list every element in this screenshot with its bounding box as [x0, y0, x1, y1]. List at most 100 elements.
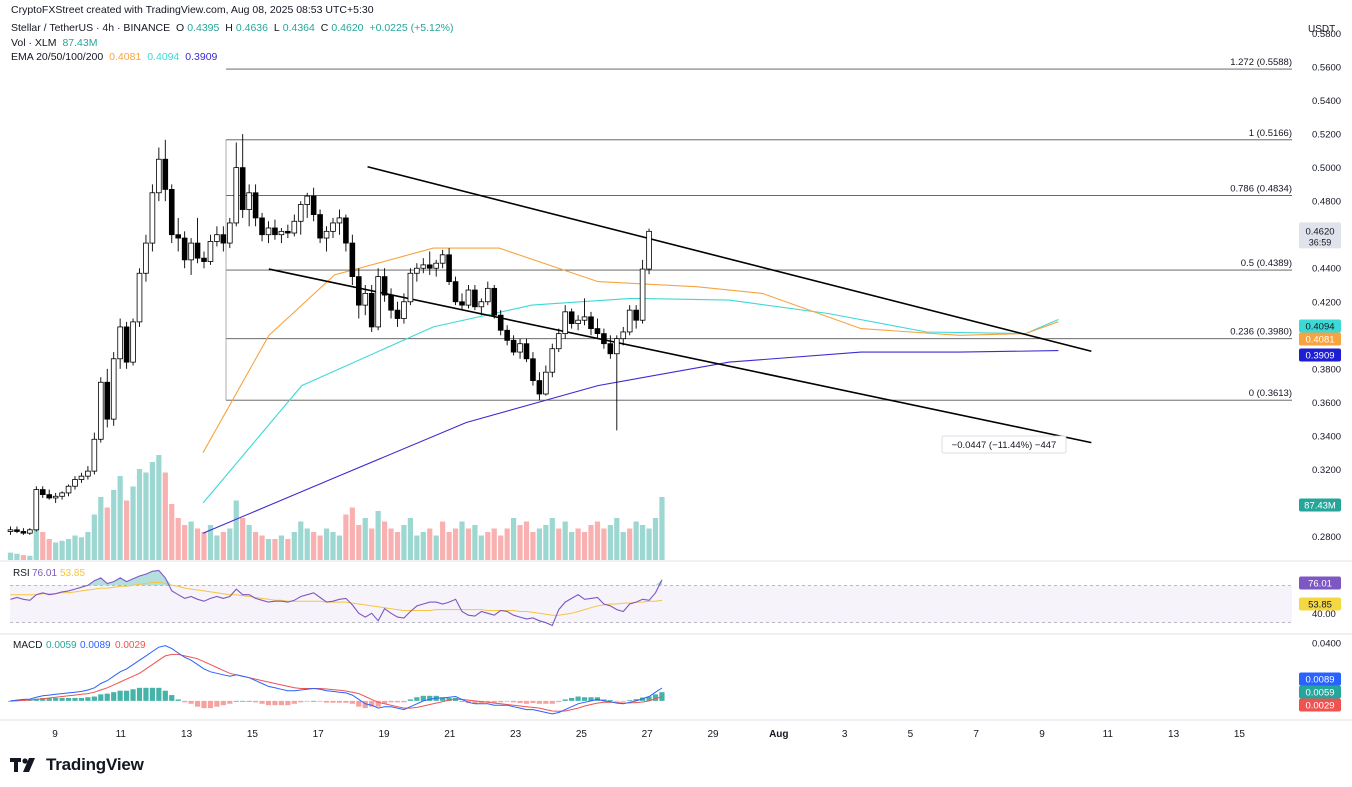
time-axis-tick-label: 7 [973, 729, 979, 740]
macd-histogram-bar [440, 697, 446, 701]
volume-bar [498, 535, 504, 560]
volume-bar [104, 507, 110, 560]
macd-histogram-bar [246, 700, 252, 702]
macd-histogram-bar [459, 700, 465, 702]
candle-body [323, 230, 330, 239]
volume-bar [162, 472, 168, 560]
macd-histogram-bar [349, 700, 355, 704]
macd-histogram-bar [182, 700, 188, 703]
macd-value-tag-bg [1299, 672, 1341, 686]
candle-body [646, 230, 652, 270]
candle-body [220, 234, 227, 244]
volume-bar [549, 518, 555, 560]
candle-body [272, 227, 278, 236]
macd-histogram-bar [336, 700, 343, 703]
macd-histogram-bar [646, 696, 652, 701]
macd-histogram-bar [420, 695, 426, 701]
volume-bar [420, 532, 426, 560]
macd-histogram-bar [659, 692, 665, 701]
macd-histogram-bar [207, 700, 214, 709]
macd-hist-value-tag-bg [1299, 685, 1341, 699]
volume-bar [569, 532, 575, 560]
time-axis-tick-label: 27 [642, 729, 654, 740]
macd-histogram-bar [220, 700, 226, 706]
fib-level-label: 1 (0.5166) [1249, 128, 1292, 139]
volume-bar [124, 500, 130, 560]
candle-body [523, 343, 530, 360]
tradingview-logo-icon [10, 758, 35, 772]
candle-body [317, 214, 323, 239]
volume-bar [40, 532, 46, 560]
candle-body [452, 281, 459, 303]
macd-histogram-bar [298, 700, 304, 703]
volume-bar [362, 518, 368, 560]
macd-histogram-bar [78, 697, 85, 701]
price-axis-tick-label: 0.3600 [1312, 398, 1341, 409]
symbol-title[interactable]: Stellar / TetherUS · 4h · BINANCE [11, 22, 171, 34]
macd-histogram-bar [388, 700, 394, 703]
ema-value-blue: 0.3909 [185, 51, 218, 63]
channel-upper-line [367, 166, 1092, 353]
volume-bar [504, 528, 510, 560]
fib-level-label: 1.272 (0.5588) [1230, 57, 1292, 68]
volume-bar [156, 455, 162, 560]
volume-bar [188, 521, 194, 560]
macd-histogram-bar [124, 690, 130, 701]
candle-body [439, 254, 446, 264]
ema-200-line [202, 350, 1059, 534]
candle-body [478, 301, 485, 308]
channel-lower-line [268, 268, 1092, 444]
candle-body [7, 529, 14, 532]
volume-bar [427, 528, 433, 560]
tradingview-logo[interactable]: TradingView [10, 755, 144, 775]
volume-bar [169, 504, 175, 560]
macd-histogram-bar [362, 700, 368, 709]
rsi-value-tag: 76.01 [1308, 579, 1332, 590]
candle-body [259, 217, 265, 236]
macd-histogram-bar [227, 700, 233, 704]
volume-bar [259, 535, 265, 560]
volume-legend[interactable]: Vol · XLM 87.43M [11, 37, 100, 49]
ema-legend[interactable]: EMA 20/50/100/200 0.4081 0.4094 0.3909 [11, 51, 220, 63]
volume-bar [78, 537, 85, 560]
volume-bar [143, 472, 149, 560]
macd-histogram-bar [523, 700, 530, 704]
volume-bar [452, 528, 459, 560]
macd-histogram-bar [272, 700, 278, 706]
volume-bar [349, 507, 355, 560]
volume-bar [633, 521, 639, 560]
fib-level-label: 0.5 (0.4389) [1241, 258, 1292, 269]
macd-histogram-bar [375, 700, 381, 707]
volume-bar [330, 532, 336, 560]
volume-bar [556, 528, 562, 560]
candle-body [594, 328, 601, 335]
candle-body [543, 371, 549, 395]
time-axis-tick-label: 3 [842, 729, 848, 740]
candle-body [246, 192, 252, 210]
time-axis-tick-label: 9 [52, 729, 58, 740]
candle-body [78, 475, 85, 480]
macd-histogram-bar [485, 700, 491, 703]
tradingview-brand-text: TradingView [46, 755, 144, 774]
macd-value-tag: 0.0089 [1305, 675, 1334, 686]
macd-histogram-bar [169, 695, 175, 701]
ema-50-tag: 0.4081 [1305, 335, 1334, 346]
volume-bar [272, 539, 278, 560]
candle-body [252, 192, 259, 219]
candle-body [214, 234, 220, 242]
macd-histogram-bar [620, 700, 626, 702]
volume-bar [478, 535, 484, 560]
ohlc-change: +0.0225 (+5.12%) [369, 22, 454, 34]
volume-bar [27, 555, 33, 560]
candle-body [510, 339, 517, 353]
volume-bar [530, 532, 536, 560]
ohlc-l-label: L [273, 22, 280, 34]
candle-body [168, 189, 175, 236]
macd-signal-value-tag: 0.0029 [1305, 701, 1334, 712]
rsi-value-tag-bg [1299, 576, 1341, 590]
time-axis-tick-label: 13 [181, 729, 193, 740]
candle-body [143, 242, 149, 274]
candle-body [39, 489, 46, 496]
